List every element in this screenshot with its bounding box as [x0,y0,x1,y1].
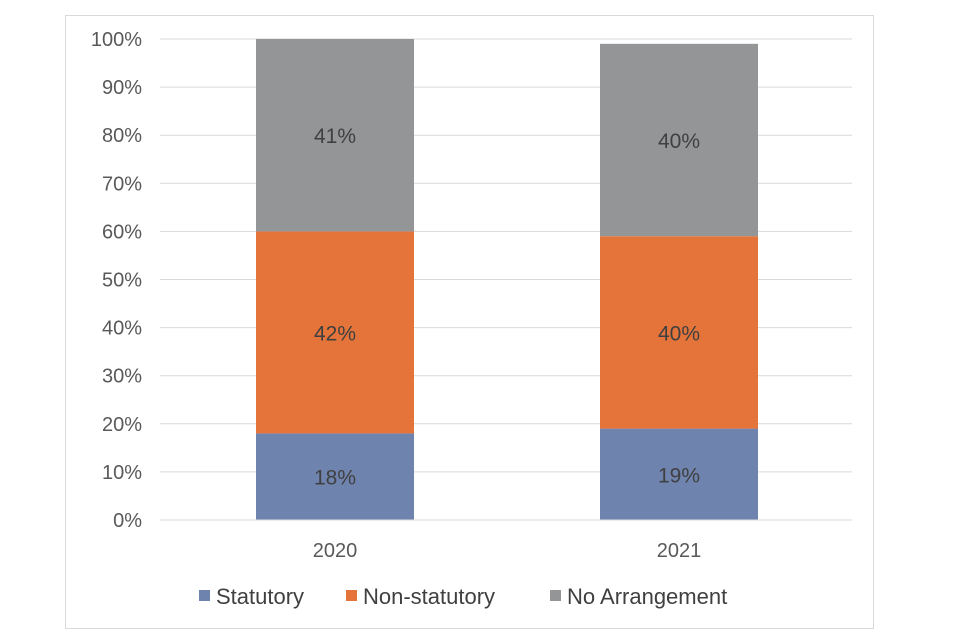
chart-frame [65,15,874,629]
x-tick-label: 2021 [657,540,702,562]
bar-segment [600,428,758,520]
data-labels: 18% 42% 41% 19% 40% 40% [314,125,700,490]
y-tick-label: 50% [102,270,142,292]
bars [256,39,758,520]
bar-segment [256,433,414,520]
bar-segment [600,43,758,237]
legend-swatch [346,590,357,601]
y-tick-label: 90% [102,77,142,99]
legend-label: No Arrangement [567,584,727,609]
y-tick-label: 100% [91,29,142,51]
data-label: 40% [658,322,700,345]
y-tick-label: 0% [113,510,142,532]
y-tick-label: 10% [102,462,142,484]
y-tick-label: 20% [102,414,142,436]
data-label: 18% [314,467,356,490]
data-label: 19% [658,464,700,487]
legend-label: Non-statutory [363,584,495,609]
data-label: 41% [314,125,356,148]
legend-label: Statutory [216,584,304,609]
bar-segment [256,231,414,434]
x-axis-ticks: 2020 2021 [313,540,702,562]
y-tick-label: 30% [102,366,142,388]
legend: Statutory Non-statutory No Arrangement [199,584,727,609]
bar-segment [256,39,414,232]
y-tick-label: 70% [102,173,142,195]
y-tick-label: 80% [102,125,142,147]
x-tick-label: 2020 [313,540,358,562]
y-tick-label: 60% [102,221,142,243]
data-label: 40% [658,130,700,153]
y-axis-ticks: 0% 10% 20% 30% 40% 50% 60% 70% 80% 90% 100% [91,29,142,532]
y-tick-label: 40% [102,318,142,340]
bar-segment [600,236,758,429]
data-label: 42% [314,322,356,345]
legend-swatch [550,590,561,601]
legend-swatch [199,590,210,601]
